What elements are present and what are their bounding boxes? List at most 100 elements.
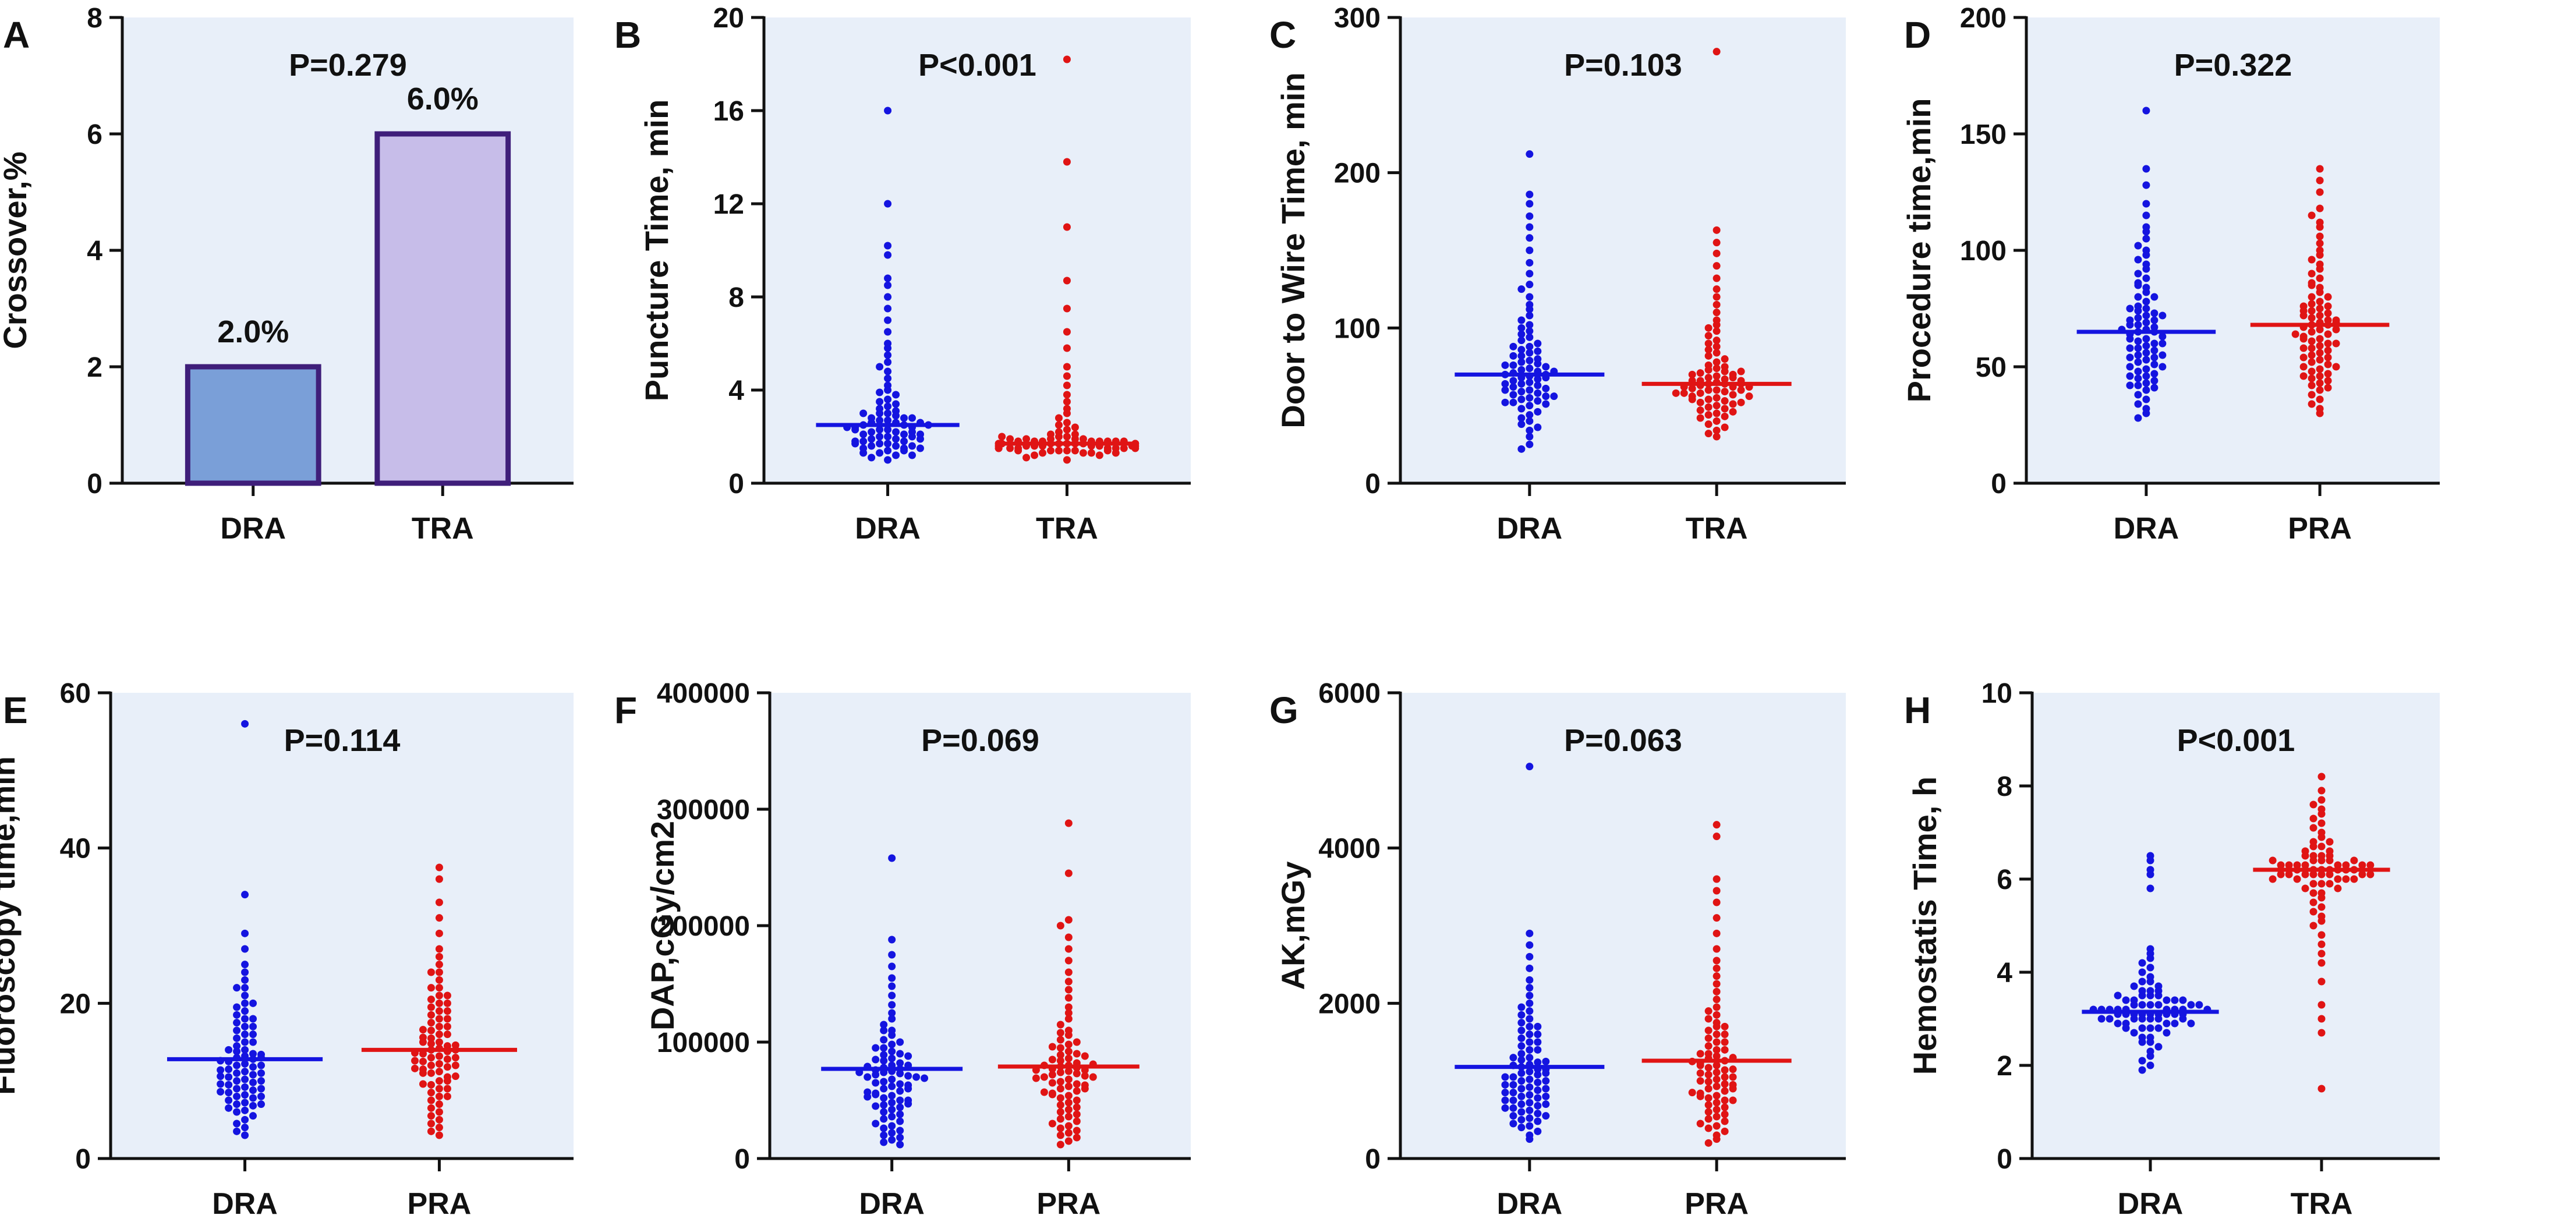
data-point	[1729, 400, 1737, 408]
data-point	[233, 1120, 241, 1128]
data-point	[2316, 239, 2324, 247]
data-point	[1056, 1078, 1064, 1086]
data-point	[2150, 384, 2159, 392]
data-point	[2150, 360, 2159, 369]
data-point	[2326, 856, 2334, 865]
data-point	[2146, 954, 2154, 962]
data-point	[257, 1092, 265, 1100]
data-point	[2097, 1015, 2106, 1023]
data-point	[1712, 898, 1721, 906]
data-point	[1081, 1085, 1089, 1093]
data-point	[1509, 1081, 1517, 1089]
bar-value-label: 6.0%	[407, 82, 479, 116]
data-point	[1688, 384, 1696, 392]
x-tick-label: DRA	[855, 512, 921, 545]
data-point	[1087, 449, 1095, 457]
data-point	[2326, 838, 2334, 846]
data-point	[2134, 307, 2142, 315]
data-point	[2350, 875, 2358, 883]
data-point	[888, 1136, 896, 1144]
data-point	[1526, 1114, 1534, 1122]
data-point	[1509, 1073, 1517, 1081]
y-tick-label: 100000	[657, 1028, 750, 1058]
data-point	[1704, 339, 1712, 348]
data-point	[1534, 381, 1542, 389]
data-point	[859, 449, 868, 457]
data-point	[2301, 870, 2309, 879]
data-point	[1517, 388, 1526, 396]
data-point	[1704, 1026, 1712, 1035]
data-point	[225, 1081, 233, 1089]
data-point	[872, 1079, 880, 1087]
series-pra	[1032, 819, 1097, 1149]
data-point	[1534, 1058, 1542, 1067]
data-point	[1063, 277, 1071, 285]
data-point	[888, 1075, 896, 1083]
data-point	[880, 1078, 888, 1086]
data-point	[1526, 1022, 1534, 1030]
data-point	[1712, 1075, 1721, 1083]
data-point	[876, 433, 884, 441]
panel-d: 0 50 100 150 200 DRA PRA Procedure time,min D P=0…	[1901, 3, 2440, 545]
data-point	[1721, 1038, 1729, 1046]
data-point	[443, 999, 451, 1007]
data-point	[233, 1127, 241, 1135]
data-point	[427, 1069, 435, 1077]
data-point	[884, 293, 892, 301]
data-point	[1696, 1120, 1704, 1128]
data-point	[2142, 386, 2150, 394]
data-point	[2163, 1029, 2171, 1037]
data-point	[2171, 996, 2179, 1004]
data-point	[1712, 1061, 1721, 1069]
data-point	[2324, 370, 2332, 378]
data-point	[2134, 344, 2142, 352]
data-point	[1526, 150, 1534, 158]
data-point	[1704, 374, 1712, 382]
data-point	[225, 1065, 233, 1074]
data-point	[1064, 1054, 1073, 1062]
data-point	[1517, 285, 1526, 293]
data-point	[1048, 1090, 1056, 1099]
data-point	[888, 1092, 896, 1100]
p-value-label: P<0.001	[918, 48, 1036, 83]
data-point	[880, 1026, 888, 1035]
data-point	[435, 999, 443, 1007]
data-point	[1526, 200, 1534, 208]
y-tick-label: 8	[87, 3, 102, 34]
data-point	[2126, 344, 2134, 352]
data-point	[1542, 392, 1550, 401]
data-point	[233, 1011, 241, 1019]
data-point	[1712, 1099, 1721, 1107]
data-point	[1526, 1122, 1534, 1130]
panel-letter: H	[1904, 689, 1931, 731]
data-point	[880, 1085, 888, 1093]
data-point	[892, 400, 900, 408]
data-point	[876, 440, 884, 448]
data-point	[427, 1003, 435, 1011]
data-point	[1712, 1022, 1721, 1030]
data-point	[1721, 1127, 1729, 1135]
data-point	[419, 1080, 427, 1088]
data-point	[1064, 1047, 1073, 1055]
data-point	[2134, 367, 2142, 376]
data-point	[241, 1068, 249, 1076]
data-point	[2309, 922, 2317, 930]
bar-tra	[374, 131, 511, 486]
data-point	[241, 1022, 249, 1030]
data-point	[2358, 861, 2366, 869]
data-point	[2134, 374, 2142, 382]
data-point	[241, 1131, 249, 1139]
data-point	[1526, 991, 1534, 1000]
data-point	[435, 991, 443, 1000]
data-point	[1704, 420, 1712, 428]
data-point	[1526, 342, 1534, 350]
data-point	[1501, 398, 1509, 406]
series-dra	[2118, 107, 2167, 422]
data-point	[443, 1007, 451, 1015]
data-point	[880, 1036, 888, 1044]
data-point	[896, 1059, 904, 1067]
data-point	[1509, 391, 1517, 399]
data-point	[2299, 344, 2308, 352]
data-point	[2146, 1061, 2154, 1069]
data-point	[2142, 165, 2150, 173]
